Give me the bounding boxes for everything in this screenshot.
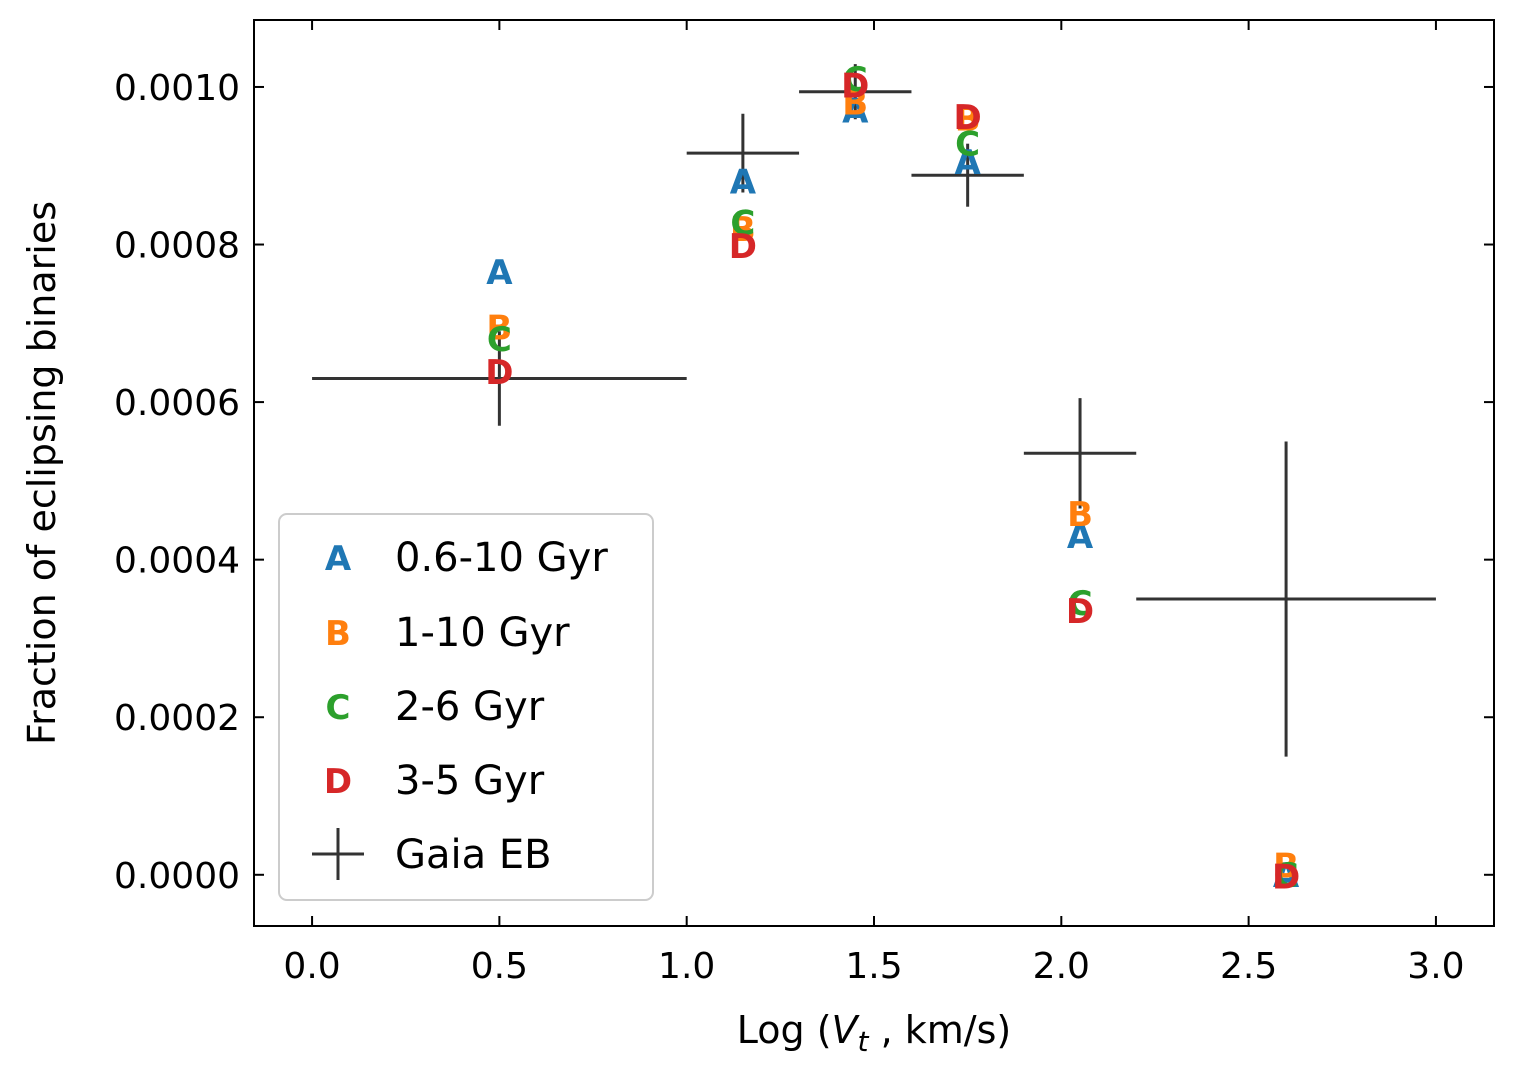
- legend-label: Gaia EB: [395, 832, 552, 878]
- y-tick-label: 0.0006: [114, 383, 240, 424]
- marker-C: C: [955, 125, 980, 165]
- legend-marker-A: A: [325, 539, 352, 579]
- marker-B: B: [486, 308, 512, 348]
- marker-D: D: [729, 227, 757, 267]
- marker-D: D: [1272, 857, 1300, 897]
- marker-A: A: [486, 253, 513, 293]
- marker-A: A: [1067, 517, 1094, 557]
- marker-D: D: [841, 66, 869, 106]
- x-tick-label: 2.0: [1033, 946, 1090, 987]
- gaia-eb-point: [686, 113, 800, 193]
- y-tick-label: 0.0010: [114, 68, 240, 109]
- marker-C: C: [1274, 856, 1299, 896]
- marker-D: D: [954, 98, 982, 138]
- axis-ticks: 0.0 0.5 1.0 1.5 2.0 2.5 3.0 0.0000 0.0002 0.0004 0…: [114, 20, 1494, 987]
- x-tick-label: 3.0: [1407, 946, 1464, 987]
- y-axis-title: Fraction of eclipsing binaries: [20, 201, 64, 745]
- gaia-eb-errorbars: [312, 64, 1436, 757]
- marker-D: D: [485, 353, 513, 393]
- legend-marker-C: C: [326, 688, 351, 728]
- y-tick-label: 0.0000: [114, 856, 240, 897]
- marker-A: A: [842, 92, 869, 132]
- marker-C: C: [1068, 584, 1093, 624]
- legend-marker-B: B: [325, 614, 351, 654]
- marker-A: A: [1273, 856, 1300, 896]
- x-axis-title: Log (Vt , km/s): [737, 1008, 1011, 1058]
- legend-label: 1-10 Gyr: [395, 610, 570, 656]
- x-tick-label: 2.5: [1220, 946, 1277, 987]
- legend-label: 2-6 Gyr: [395, 684, 545, 730]
- marker-B: B: [730, 210, 756, 250]
- marker-B: B: [955, 99, 981, 139]
- y-tick-label: 0.0004: [114, 541, 240, 582]
- gaia-eb-point: [312, 331, 687, 426]
- marker-B: B: [842, 84, 868, 124]
- y-tick-label: 0.0008: [114, 226, 240, 267]
- x-tick-label: 1.5: [845, 946, 902, 987]
- legend-label: 3-5 Gyr: [395, 758, 545, 804]
- marker-D: D: [1066, 592, 1094, 632]
- x-tick-label: 0.0: [283, 946, 340, 987]
- marker-C: C: [730, 203, 755, 243]
- legend: A 0.6-10 Gyr B 1-10 Gyr C 2-6 Gyr D 3-5 Gyr Gaia…: [278, 513, 654, 901]
- gaia-eb-point: [1136, 441, 1436, 757]
- marker-B: B: [1273, 846, 1299, 886]
- gaia-eb-point: [911, 143, 1024, 207]
- x-tick-label: 1.0: [658, 946, 715, 987]
- marker-A: A: [954, 143, 981, 183]
- marker-C: C: [487, 320, 512, 360]
- legend-box: [278, 513, 654, 901]
- legend-label: 0.6-10 Gyr: [395, 535, 608, 581]
- gaia-eb-point: [1023, 398, 1137, 509]
- gaia-eb-point: [799, 64, 912, 120]
- marker-C: C: [843, 60, 868, 100]
- marker-A: A: [730, 163, 757, 203]
- x-tick-label: 0.5: [471, 946, 528, 987]
- legend-marker-D: D: [324, 762, 352, 802]
- marker-B: B: [1067, 495, 1093, 535]
- y-tick-label: 0.0002: [114, 698, 240, 739]
